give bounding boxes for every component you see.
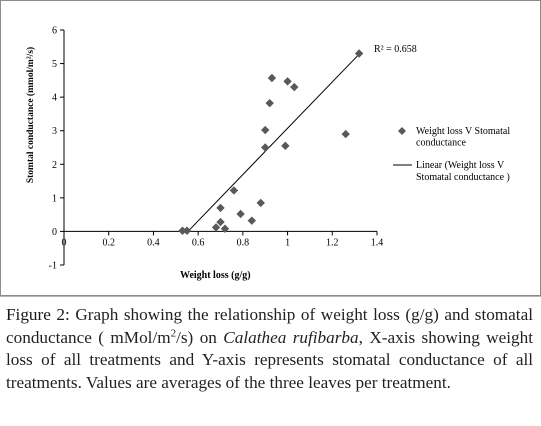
figure-label: Figure 2: [6,305,70,324]
data-point [182,226,192,235]
x-tick-label: 0 [62,237,67,248]
data-point [216,203,225,213]
data-point [247,216,256,225]
figure-caption: Figure 2: Graph showing the relationship… [6,304,533,394]
x-tick-label: 1.4 [371,237,384,248]
x-tick-label: 0.4 [147,237,160,248]
data-point [261,125,270,135]
x-tick-label: 0.6 [192,237,205,248]
chart-frame [0,0,541,296]
caption-superscript: 2 [170,326,177,339]
data-point [178,226,187,235]
data-point [256,198,265,208]
x-tick-label: 1.2 [326,237,339,248]
y-tick-label: -1 [49,261,57,272]
x-axis-title: Weight loss (g/g) [180,270,251,281]
data-point [220,224,230,233]
data-point [341,129,350,139]
y-tick-label: 4 [52,93,57,104]
y-tick-label: 1 [52,193,57,204]
caption-divider [0,296,541,297]
y-tick-label: 6 [52,26,57,37]
legend-marker-diamond [398,127,406,135]
y-tick-label: 3 [52,126,57,137]
data-point [229,186,239,195]
r-squared-label: R² = 0.658 [374,44,417,55]
data-point [290,82,299,92]
data-point [354,49,364,58]
caption-text-3: , X-axis showing weight loss of all trea… [6,327,533,392]
scatter-chart: -1 0 1 2 3 4 5 6 0 0.2 0.4 0.6 0.8 1 1.2 1.4 R² = 0.658 W… [25,26,510,282]
legend-label-linear: Linear (Weight loss V Stomatal conductanc… [416,160,510,183]
data-point [265,98,274,108]
data-point [267,73,277,83]
x-tick-label: 1 [285,237,290,248]
caption-species-name: Calathea rufibarba [223,327,359,347]
data-point [283,77,292,86]
y-axis-title: Stomtal conductance (mmol/m²/s) [25,47,36,183]
data-point [211,223,221,232]
legend-label-scatter: Weight loss V Stomatal conductance [416,126,510,149]
caption-text-2: /s) on [176,327,224,347]
x-tick-label: 0.2 [102,237,115,248]
data-point [236,209,245,219]
y-tick-label: 2 [52,160,57,171]
x-tick-label: 0.8 [237,237,250,248]
linear-trendline [186,53,360,233]
data-point [261,143,270,152]
data-point [281,141,290,151]
y-tick-label: 0 [52,227,57,238]
data-point [216,217,225,227]
caption-text-1: Graph showing the relationship of weight… [6,305,533,347]
y-tick-label: 5 [52,59,57,70]
